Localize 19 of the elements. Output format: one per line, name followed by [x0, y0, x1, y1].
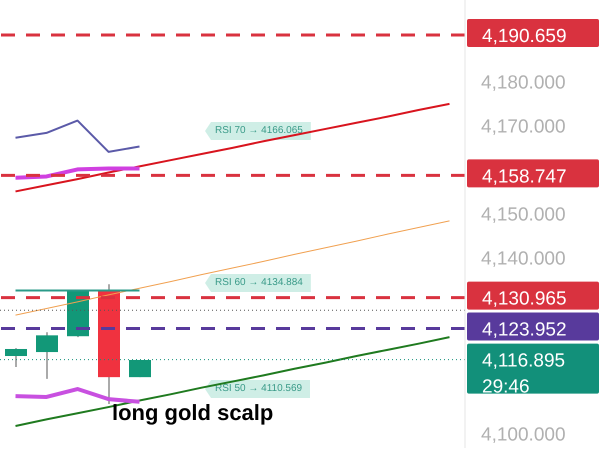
y-tick-label: 4,100.000 [481, 424, 566, 446]
ref-line-label: 4,158.747 [482, 166, 567, 188]
ref-line-label: 4,190.659 [482, 26, 567, 47]
tag-label: RSI 60 → 4134.884 [205, 274, 311, 292]
line-series [14, 102, 450, 192]
y-tick-label: 4,180.000 [481, 72, 566, 94]
y-tick-label: 4,150.000 [481, 204, 566, 226]
y-tick-label: 4,140.000 [481, 248, 566, 270]
ref-line-label: 4,123.952 [482, 320, 567, 341]
line-series [14, 387, 142, 404]
ref-line-label: 4,130.965 [482, 288, 567, 310]
line-series [14, 120, 140, 153]
line-series [15, 220, 450, 316]
ref-line-label: 4,116.895 29:46 [482, 350, 566, 398]
y-tick-label: 4,170.000 [481, 116, 566, 138]
line-series [14, 336, 450, 427]
line-series [14, 166, 142, 180]
tag-label: RSI 70 → 4166.065 [205, 122, 311, 140]
annotation: long gold scalp [112, 400, 274, 426]
